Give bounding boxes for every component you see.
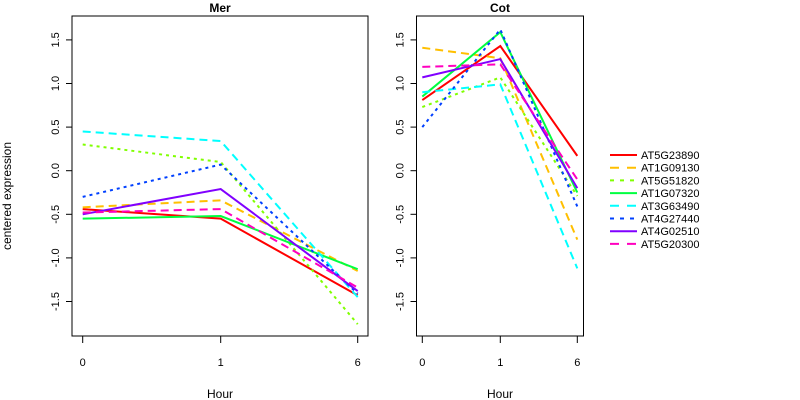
- legend: AT5G23890AT1G09130AT5G51820AT1G07320AT3G…: [610, 150, 700, 251]
- legend-label-at1g09130: AT1G09130: [641, 163, 700, 175]
- plot-frame-cot: [416, 15, 584, 337]
- series-line-at4g27440-cot: [421, 27, 579, 207]
- x-tick-label-mer: 6: [355, 357, 361, 369]
- panel-title-mer: Mer: [209, 1, 231, 15]
- legend-label-at3g63490: AT3G63490: [641, 201, 700, 213]
- series-line-at4g27440-mer: [82, 163, 359, 295]
- y-tick-label-mer: -1.5: [50, 292, 62, 311]
- y-tick-label-cot: 0.0: [395, 163, 407, 178]
- series-line-at5g51820-cot: [421, 76, 579, 197]
- legend-label-at5g23890: AT5G23890: [641, 150, 700, 162]
- legend-label-at4g02510: AT4G02510: [641, 226, 700, 238]
- panel-title-cot: Cot: [490, 1, 510, 15]
- series-line-at3g63490-mer: [82, 130, 359, 298]
- y-axis-title: centered expression: [0, 142, 14, 250]
- y-tick-label-cot: -1.0: [395, 248, 407, 267]
- y-tick-label-cot: 0.5: [395, 119, 407, 134]
- y-tick-label-mer: 1.0: [50, 76, 62, 91]
- y-tick-label-mer: 1.5: [50, 32, 62, 47]
- series-line-at5g51820-mer: [82, 143, 359, 325]
- x-axis-title-mer: Hour: [207, 387, 233, 400]
- legend-label-at4g27440: AT4G27440: [641, 214, 700, 226]
- y-tick-label-cot: -1.5: [395, 292, 407, 311]
- x-axis-title-cot: Hour: [487, 387, 513, 400]
- y-tick-label-cot: 1.0: [395, 76, 407, 91]
- x-tick-label-cot: 1: [497, 357, 503, 369]
- series-line-at4g02510-cot: [422, 57, 579, 189]
- x-tick-label-cot: 6: [574, 357, 580, 369]
- series-line-at4g02510-mer: [82, 187, 359, 292]
- x-tick-label-mer: 0: [80, 357, 86, 369]
- x-tick-label-mer: 1: [218, 357, 224, 369]
- panel-cot: Cot Hour -1.5 -1.0 -0.5 0.0 0.5 1.0 1.5 0 1 6: [395, 1, 584, 400]
- legend-label-at5g20300: AT5G20300: [641, 239, 700, 251]
- panel-mer: Mer Hour -1.5 -1.0 -0.5 0.0 0.5 1.0 1.5 0 1 6: [50, 1, 369, 400]
- y-tick-label-cot: -0.5: [395, 205, 407, 224]
- series-line-at1g07320-cot: [421, 30, 579, 193]
- y-tick-label-mer: 0.5: [50, 119, 62, 134]
- plot-frame-mer: [71, 15, 369, 337]
- series-line-at5g20300-cot: [422, 63, 579, 180]
- legend-label-at5g51820: AT5G51820: [641, 175, 700, 187]
- y-tick-label-cot: 1.5: [395, 32, 407, 47]
- legend-label-at1g07320: AT1G07320: [641, 188, 700, 200]
- series-line-at5g20300-mer: [82, 208, 359, 289]
- series-line-at3g63490-cot: [422, 83, 579, 269]
- x-tick-label-cot: 0: [419, 357, 425, 369]
- series-line-at5g23890-cot: [421, 44, 579, 157]
- y-tick-label-mer: -0.5: [50, 205, 62, 224]
- y-tick-label-mer: -1.0: [50, 248, 62, 267]
- y-tick-label-mer: 0.0: [50, 163, 62, 178]
